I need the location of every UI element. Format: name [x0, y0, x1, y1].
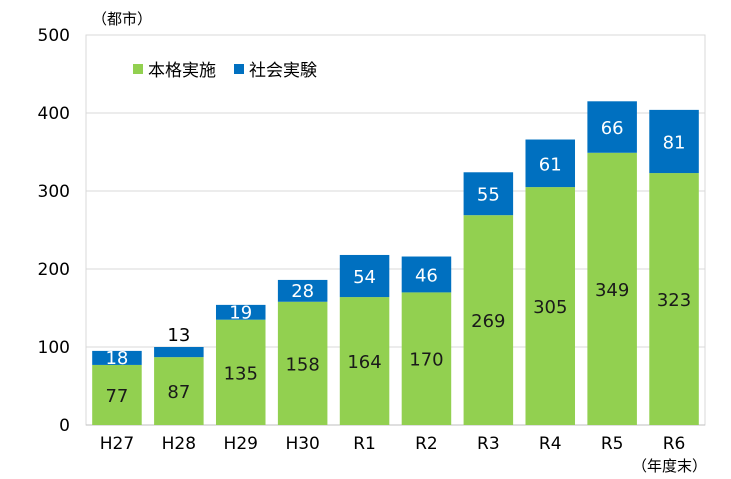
x-tick-label: R3 [477, 434, 500, 454]
bar-social-experiment [92, 350, 142, 365]
x-tick-label: H27 [100, 434, 134, 454]
data-label-full-implementation: 305 [533, 297, 567, 318]
bar-social-experiment [339, 254, 390, 298]
data-label-full-implementation: 158 [285, 354, 319, 375]
x-tick-label: R5 [601, 434, 624, 454]
x-tick-label: R6 [663, 434, 686, 454]
y-tick-label: 200 [38, 260, 70, 280]
bar-social-experiment [463, 172, 514, 216]
bar-full-implementation [277, 301, 328, 425]
data-label-social-experiment: 54 [353, 267, 376, 288]
bar-social-experiment [215, 304, 266, 320]
data-label-social-experiment: 46 [415, 265, 438, 286]
bar-full-implementation [215, 319, 266, 425]
y-tick-label: 500 [38, 26, 70, 46]
bar-full-implementation [649, 173, 699, 425]
legend-swatch-full-implementation [133, 63, 143, 74]
data-label-social-experiment: 18 [105, 348, 128, 369]
bar-full-implementation [401, 292, 452, 425]
data-label-social-experiment: 55 [477, 185, 500, 206]
legend: 本格実施 社会実験 [133, 56, 317, 81]
bar-social-experiment [154, 347, 204, 358]
data-label-full-implementation: 349 [595, 280, 629, 301]
x-tick-label: R1 [353, 434, 376, 454]
data-label-social-experiment: 81 [663, 132, 686, 153]
legend-item-full-implementation: 本格実施 [133, 56, 216, 81]
bar-full-implementation [92, 364, 142, 425]
data-label-full-implementation: 87 [167, 382, 190, 403]
y-tick-label: 0 [59, 416, 70, 436]
bar-social-experiment [277, 279, 328, 302]
y-tick-label: 100 [38, 338, 70, 358]
data-label-full-implementation: 170 [409, 350, 443, 371]
legend-swatch-social-experiment [234, 63, 244, 74]
data-label-social-experiment: 13 [167, 325, 190, 346]
x-tick-label: H29 [224, 434, 258, 454]
data-label-social-experiment: 66 [601, 118, 624, 139]
bar-social-experiment [587, 101, 637, 153]
bar-full-implementation [154, 357, 204, 425]
data-label-social-experiment: 61 [539, 154, 562, 175]
bar-social-experiment [401, 256, 452, 293]
legend-label-social-experiment: 社会実験 [249, 61, 317, 81]
y-tick-label: 300 [38, 182, 70, 202]
data-label-full-implementation: 164 [347, 352, 381, 373]
bar-full-implementation [587, 152, 637, 425]
x-tick-label: H28 [162, 434, 196, 454]
bar-full-implementation [525, 187, 576, 425]
legend-item-social-experiment: 社会実験 [234, 56, 317, 81]
data-label-social-experiment: 19 [229, 302, 252, 323]
data-label-social-experiment: 28 [291, 281, 314, 302]
data-label-full-implementation: 323 [657, 290, 691, 311]
x-tick-label: R4 [539, 434, 562, 454]
y-axis-unit-label: （都市） [92, 10, 153, 28]
y-tick-label: 400 [38, 104, 70, 124]
x-tick-label: R2 [415, 434, 438, 454]
bar-social-experiment [649, 109, 699, 174]
x-tick-label: H30 [285, 434, 319, 454]
data-label-full-implementation: 77 [105, 386, 128, 407]
bar-social-experiment [525, 139, 576, 188]
bar-full-implementation [339, 297, 390, 425]
data-label-full-implementation: 135 [224, 363, 258, 384]
data-label-full-implementation: 269 [471, 311, 505, 332]
x-axis-end-note: （年度末） [632, 457, 708, 475]
bar-full-implementation [463, 215, 514, 425]
legend-label-full-implementation: 本格実施 [148, 61, 216, 81]
